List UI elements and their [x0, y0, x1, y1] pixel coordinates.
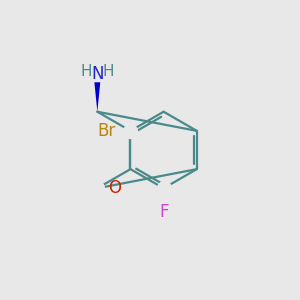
Text: N: N: [91, 65, 104, 83]
Text: H: H: [103, 64, 114, 79]
Text: F: F: [159, 203, 168, 221]
Text: O: O: [109, 179, 122, 197]
Text: H: H: [80, 64, 92, 79]
Polygon shape: [94, 82, 100, 112]
Text: Br: Br: [98, 122, 116, 140]
